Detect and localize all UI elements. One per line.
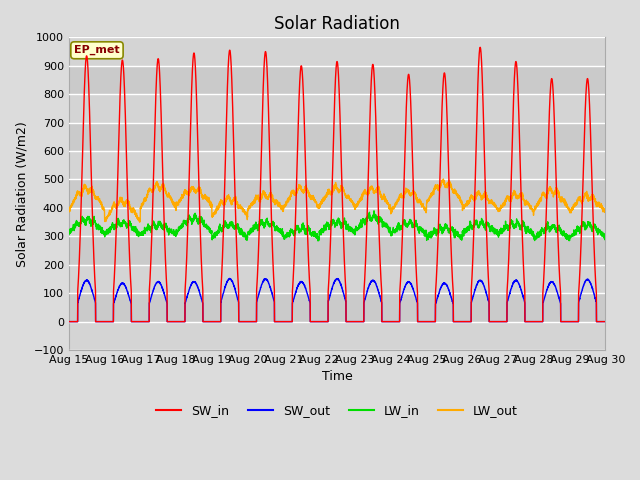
Bar bbox=[68, 66, 605, 94]
Bar bbox=[68, 37, 605, 66]
X-axis label: Time: Time bbox=[322, 371, 353, 384]
Y-axis label: Solar Radiation (W/m2): Solar Radiation (W/m2) bbox=[15, 121, 28, 266]
Bar bbox=[68, 265, 605, 293]
Title: Solar Radiation: Solar Radiation bbox=[274, 15, 400, 33]
Bar bbox=[68, 122, 605, 151]
Bar bbox=[68, 180, 605, 208]
Bar bbox=[68, 293, 605, 322]
Bar bbox=[68, 94, 605, 122]
Bar bbox=[68, 151, 605, 180]
Text: EP_met: EP_met bbox=[74, 45, 120, 55]
Bar bbox=[68, 236, 605, 265]
Bar bbox=[68, 322, 605, 350]
Legend: SW_in, SW_out, LW_in, LW_out: SW_in, SW_out, LW_in, LW_out bbox=[151, 399, 523, 422]
Bar bbox=[68, 208, 605, 236]
